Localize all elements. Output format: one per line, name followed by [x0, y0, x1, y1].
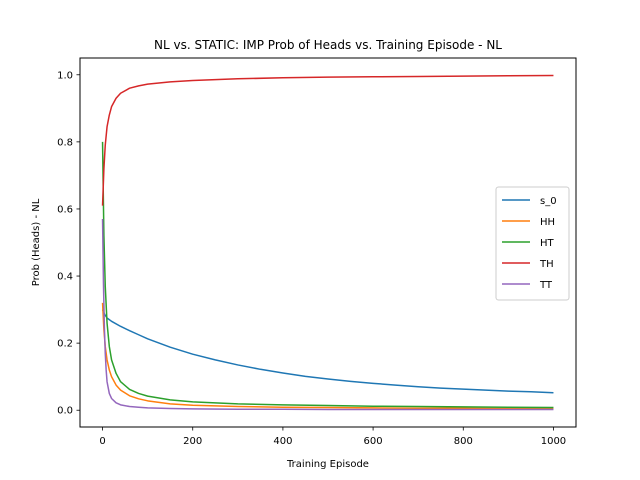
y-tick-label: 1.0	[57, 70, 73, 81]
x-tick-label: 1000	[541, 436, 566, 447]
plot-frame	[79, 57, 577, 428]
legend-label: TH	[539, 259, 554, 270]
y-tick-label: 0.8	[57, 137, 73, 148]
legend-label: TT	[539, 280, 553, 291]
legend-box	[495, 186, 570, 301]
series-layer	[101, 74, 554, 411]
legend-label: HH	[540, 217, 555, 228]
x-tick-label: 400	[273, 436, 292, 447]
plot-area	[80, 58, 576, 427]
ticks-layer: 0 200 400 600 800 1000 0.0 0.2 0.4 0.6 0.8 1.0	[57, 70, 566, 447]
y-tick-label: 0.6	[57, 204, 73, 215]
x-tick-label: 600	[364, 436, 383, 447]
y-tick-label: 0.4	[57, 272, 73, 283]
y-tick-label: 0.0	[57, 406, 73, 417]
series-line-s-0	[101, 309, 554, 394]
legend-label: s_0	[540, 196, 557, 207]
series-line-tt	[101, 219, 554, 411]
legend-label: HT	[540, 238, 555, 249]
series-line-th	[101, 74, 554, 206]
y-axis-title: Prob (Heads) - NL	[31, 198, 42, 286]
series-line-hh	[101, 302, 554, 410]
y-tick-label: 0.2	[57, 339, 73, 350]
legend: s_0 HH HT TH TT	[495, 186, 570, 301]
chart-title: NL vs. STATIC: IMP Prob of Heads vs. Tra…	[154, 38, 502, 52]
series-line-ht	[101, 141, 554, 409]
x-tick-label: 800	[454, 436, 473, 447]
x-axis-title: Training Episode	[286, 459, 369, 470]
x-tick-label: 200	[183, 436, 202, 447]
x-tick-label: 0	[99, 436, 105, 447]
